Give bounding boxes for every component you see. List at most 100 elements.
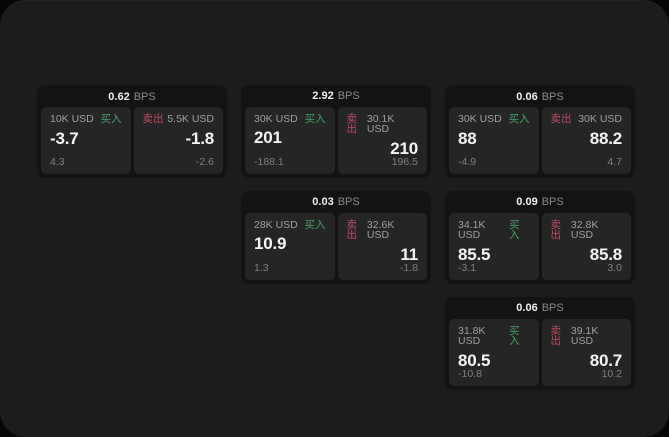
buy-amount-label: 30K USD bbox=[254, 112, 298, 125]
buy-price: -3.7 bbox=[50, 128, 79, 148]
buy-panel[interactable]: 28K USD 买入 10.9 1.3 bbox=[245, 212, 335, 280]
quote-body: 28K USD 买入 10.9 1.3 卖出 32.6K USD 11 -1.8 bbox=[241, 212, 431, 285]
sell-panel[interactable]: 卖出 32.8K USD 85.8 3.0 bbox=[541, 212, 631, 280]
buy-amount-label: 10K USD bbox=[50, 113, 94, 125]
sell-delta: -2.6 bbox=[195, 155, 214, 168]
quote-card: 0.03 BPS 28K USD 买入 10.9 1.3 卖出 32.6K US… bbox=[241, 191, 431, 284]
bps-unit: BPS bbox=[337, 90, 360, 103]
sell-delta: 4.7 bbox=[607, 155, 622, 168]
bps-header: 2.92 BPS bbox=[241, 85, 431, 107]
sell-price: 85.8 bbox=[589, 244, 622, 264]
bps-value: 0.03 bbox=[312, 196, 334, 209]
sell-button[interactable]: 卖出 bbox=[142, 113, 164, 125]
sell-panel-top: 卖出 5.5K USD bbox=[143, 114, 215, 125]
buy-button[interactable]: 买入 bbox=[304, 218, 326, 231]
buy-panel[interactable]: 30K USD 买入 201 -188.1 bbox=[245, 106, 335, 174]
sell-panel-top: 卖出 32.8K USD bbox=[550, 218, 623, 241]
bps-unit: BPS bbox=[541, 90, 564, 103]
buy-panel[interactable]: 31.8K USD 买入 80.5 -10.8 bbox=[449, 318, 539, 386]
sell-panel[interactable]: 卖出 5.5K USD -1.8 -2.6 bbox=[133, 107, 223, 174]
sell-price: 11 bbox=[400, 244, 418, 264]
quote-body: 30K USD 买入 88 -4.9 卖出 30K USD 88.2 4.7 bbox=[445, 107, 635, 178]
quote-card: 2.92 BPS 30K USD 买入 201 -188.1 卖出 30.1K … bbox=[241, 85, 431, 178]
buy-panel-top: 34.1K USD 买入 bbox=[458, 218, 530, 241]
buy-panel[interactable]: 34.1K USD 买入 85.5 -3.1 bbox=[449, 212, 539, 280]
bps-value: 0.09 bbox=[516, 196, 538, 209]
sell-amount-label: 32.6K USD bbox=[366, 218, 395, 241]
buy-button[interactable]: 买入 bbox=[100, 113, 122, 125]
bps-unit: BPS bbox=[541, 196, 564, 209]
bps-unit: BPS bbox=[337, 196, 360, 209]
bps-header: 0.06 BPS bbox=[445, 85, 635, 107]
sell-delta: 3.0 bbox=[607, 261, 622, 274]
sell-price: -1.8 bbox=[185, 128, 215, 148]
sell-button[interactable]: 卖出 bbox=[346, 112, 358, 135]
quote-body: 34.1K USD 买入 85.5 -3.1 卖出 32.8K USD 85.8… bbox=[445, 212, 635, 285]
sell-button[interactable]: 卖出 bbox=[550, 113, 572, 125]
sell-button[interactable]: 卖出 bbox=[550, 218, 562, 241]
sell-panel[interactable]: 卖出 30K USD 88.2 4.7 bbox=[541, 107, 631, 174]
bps-value: 2.92 bbox=[312, 90, 334, 103]
bps-header: 0.06 BPS bbox=[445, 297, 635, 319]
sell-amount-label: 32.8K USD bbox=[570, 218, 599, 241]
quote-body: 31.8K USD 买入 80.5 -10.8 卖出 39.1K USD 80.… bbox=[445, 318, 635, 391]
sell-delta: -1.8 bbox=[399, 261, 418, 274]
sell-amount-label: 39.1K USD bbox=[570, 324, 599, 347]
sell-panel-top: 卖出 39.1K USD bbox=[550, 324, 623, 347]
buy-price: 80.5 bbox=[458, 350, 491, 370]
sell-button[interactable]: 卖出 bbox=[346, 218, 358, 241]
quote-card: 0.09 BPS 34.1K USD 买入 85.5 -3.1 卖出 32.8K… bbox=[445, 191, 635, 284]
quote-card: 0.62 BPS 10K USD 买入 -3.7 4.3 卖出 5.5K USD… bbox=[37, 85, 227, 178]
bps-unit: BPS bbox=[541, 302, 564, 315]
buy-delta: -4.9 bbox=[458, 155, 477, 168]
sell-button[interactable]: 卖出 bbox=[550, 324, 562, 347]
bps-header: 0.62 BPS bbox=[37, 85, 227, 107]
buy-button[interactable]: 买入 bbox=[509, 218, 520, 241]
buy-delta: -10.8 bbox=[458, 367, 482, 380]
cards-grid: 0.62 BPS 10K USD 买入 -3.7 4.3 卖出 5.5K USD… bbox=[37, 85, 635, 390]
buy-panel-top: 28K USD 买入 bbox=[254, 218, 326, 231]
buy-delta: -3.1 bbox=[458, 261, 477, 274]
buy-panel-top: 10K USD 买入 bbox=[50, 114, 122, 125]
sell-amount-label: 30.1K USD bbox=[366, 112, 395, 135]
sell-delta: 196.5 bbox=[391, 155, 418, 168]
bps-value: 0.06 bbox=[516, 90, 538, 103]
buy-button[interactable]: 买入 bbox=[304, 112, 326, 125]
sell-panel[interactable]: 卖出 32.6K USD 11 -1.8 bbox=[337, 212, 427, 280]
sell-price: 80.7 bbox=[589, 350, 622, 370]
buy-button[interactable]: 买入 bbox=[508, 113, 530, 125]
buy-button[interactable]: 买入 bbox=[509, 324, 520, 347]
sell-price: 210 bbox=[390, 138, 418, 158]
buy-panel[interactable]: 30K USD 买入 88 -4.9 bbox=[449, 107, 539, 174]
sell-panel[interactable]: 卖出 39.1K USD 80.7 10.2 bbox=[541, 318, 631, 386]
buy-panel-top: 31.8K USD 买入 bbox=[458, 324, 530, 347]
buy-delta: -188.1 bbox=[254, 155, 284, 168]
sell-price: 88.2 bbox=[589, 128, 622, 148]
quote-body: 10K USD 买入 -3.7 4.3 卖出 5.5K USD -1.8 -2.… bbox=[37, 107, 227, 178]
buy-panel[interactable]: 10K USD 买入 -3.7 4.3 bbox=[41, 107, 131, 174]
quote-body: 30K USD 买入 201 -188.1 卖出 30.1K USD 210 1… bbox=[241, 106, 431, 179]
sell-delta: 10.2 bbox=[601, 367, 622, 380]
buy-panel-top: 30K USD 买入 bbox=[254, 112, 326, 125]
buy-price: 88 bbox=[458, 128, 477, 148]
buy-price: 85.5 bbox=[458, 244, 491, 264]
buy-amount-label: 30K USD bbox=[458, 113, 502, 125]
sell-amount-label: 5.5K USD bbox=[167, 113, 214, 125]
buy-panel-top: 30K USD 买入 bbox=[458, 114, 530, 125]
buy-price: 201 bbox=[254, 128, 282, 147]
sell-panel-top: 卖出 32.6K USD bbox=[346, 218, 419, 241]
sell-amount-label: 30K USD bbox=[578, 113, 622, 125]
bps-header: 0.03 BPS bbox=[241, 191, 431, 213]
quote-card: 0.06 BPS 30K USD 买入 88 -4.9 卖出 30K USD 8… bbox=[445, 85, 635, 178]
sell-panel[interactable]: 卖出 30.1K USD 210 196.5 bbox=[337, 106, 427, 174]
buy-delta: 1.3 bbox=[254, 261, 269, 274]
bps-unit: BPS bbox=[133, 90, 156, 103]
sell-panel-top: 卖出 30K USD bbox=[551, 114, 623, 125]
bps-header: 0.09 BPS bbox=[445, 191, 635, 213]
quote-card: 0.06 BPS 31.8K USD 买入 80.5 -10.8 卖出 39.1… bbox=[445, 297, 635, 390]
sell-panel-top: 卖出 30.1K USD bbox=[346, 112, 419, 135]
bps-value: 0.62 bbox=[108, 90, 130, 103]
bps-value: 0.06 bbox=[516, 302, 538, 315]
buy-amount-label: 28K USD bbox=[254, 218, 298, 231]
